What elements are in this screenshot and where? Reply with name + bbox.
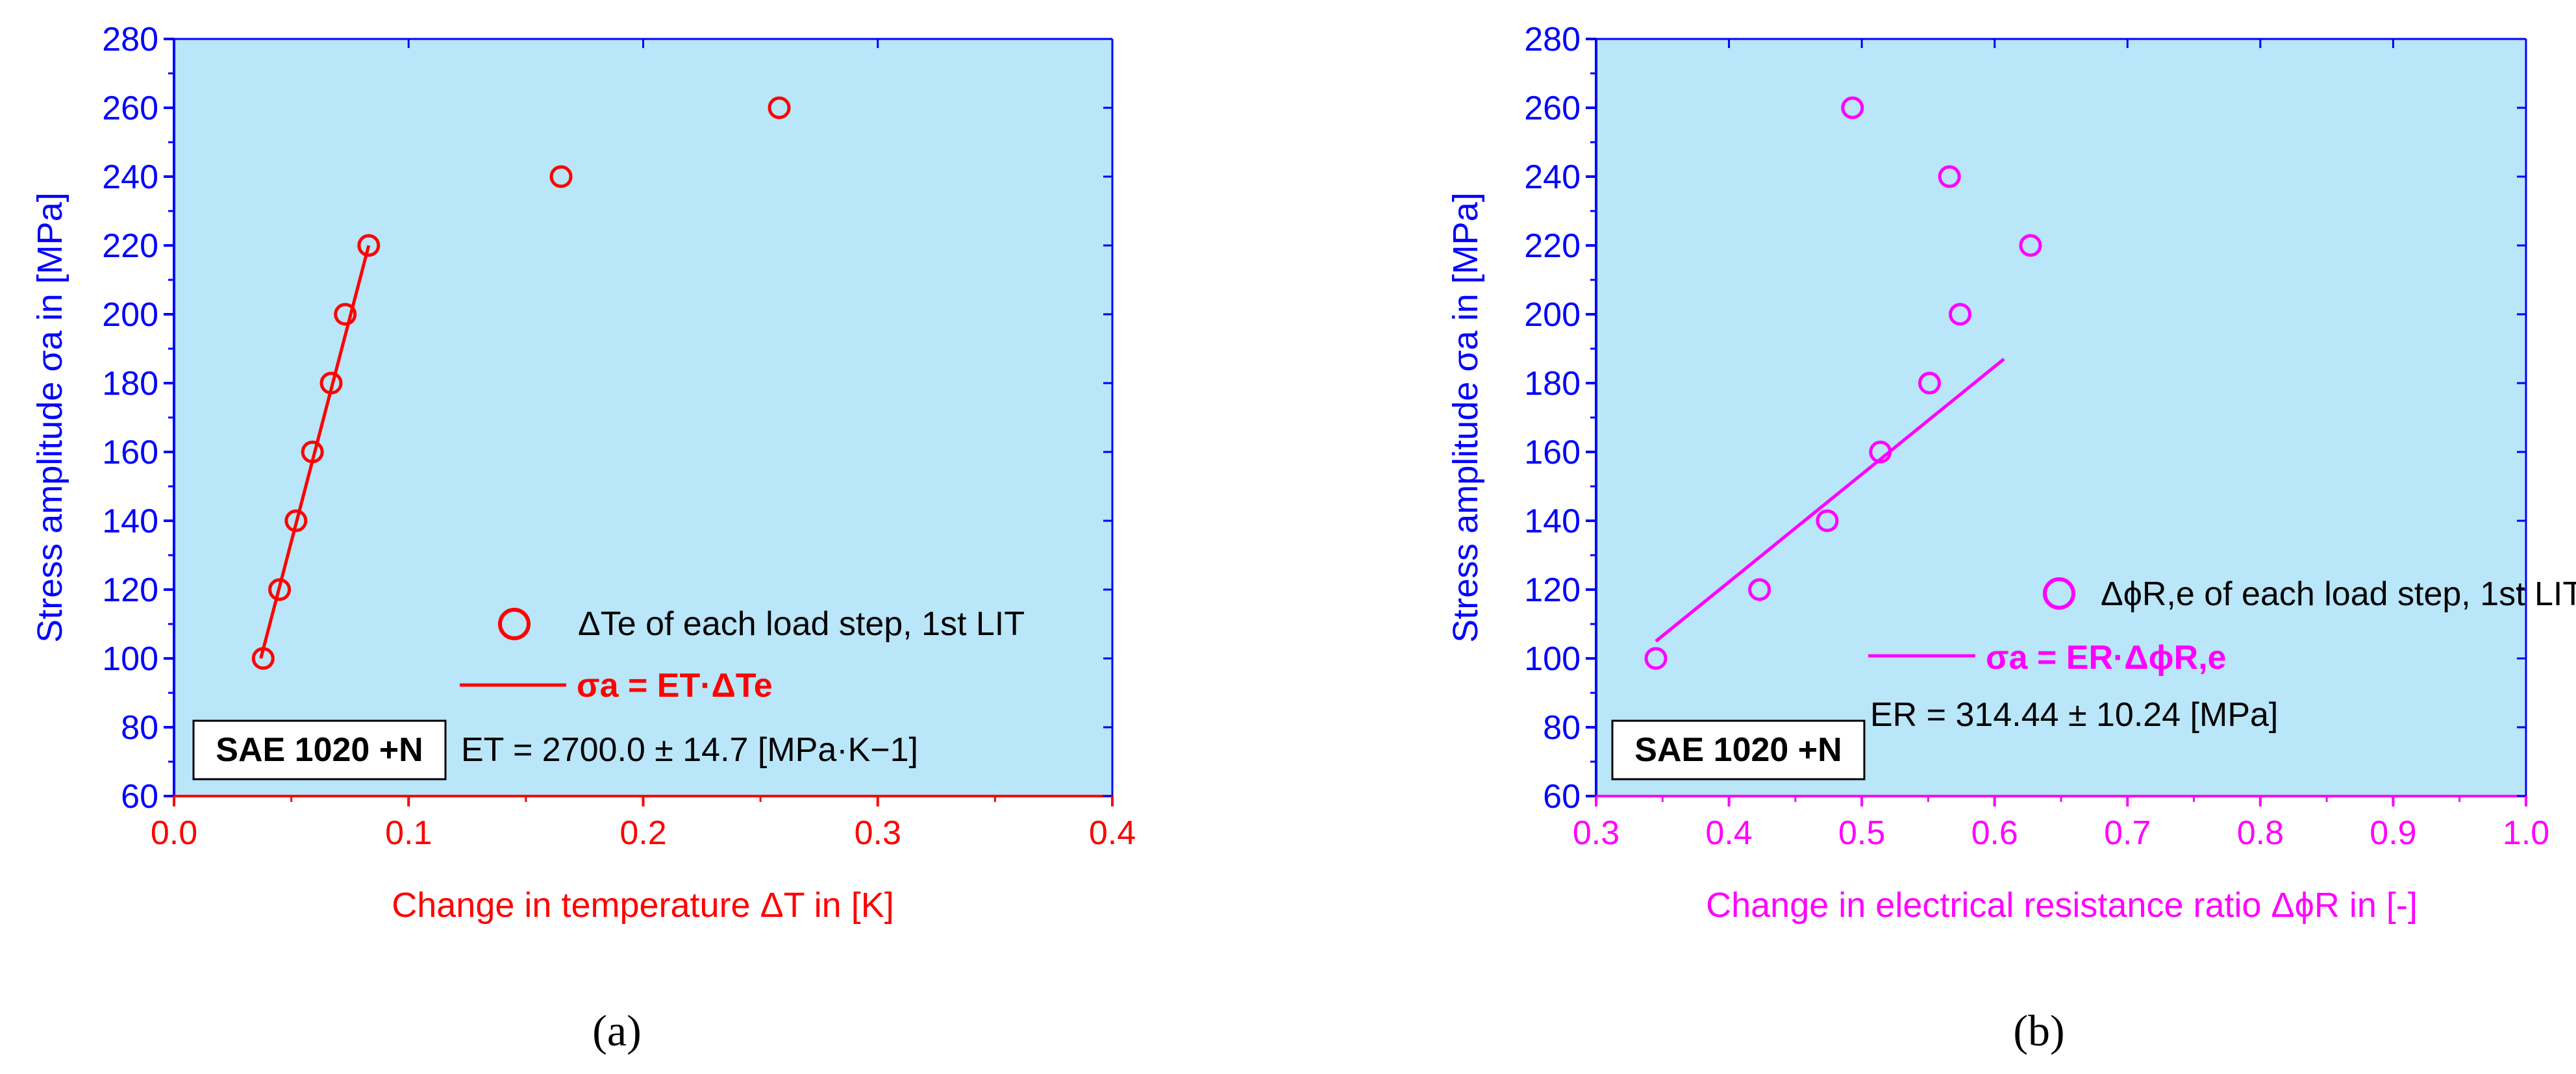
y-tick-label-b: 80 bbox=[1543, 709, 1581, 747]
x-tick-label-b: 0.3 bbox=[1573, 814, 1619, 852]
x-tick-label-b: 0.7 bbox=[2104, 814, 2151, 852]
y-tick-label-a: 140 bbox=[102, 503, 158, 540]
plot-area-b bbox=[1596, 39, 2526, 796]
legend-label-b-fit: σa = ER·ΔϕR,e bbox=[1986, 639, 2227, 677]
fit-line-a bbox=[259, 245, 371, 659]
data-point-a bbox=[251, 647, 275, 670]
y-tick-label-b: 140 bbox=[1524, 503, 1581, 540]
x-axis-label-a: Change in temperature ΔT in [K] bbox=[392, 886, 894, 925]
fit-line-b bbox=[1655, 357, 2005, 643]
panel-a: 60 80 100 120 140 160 180 200 220 240 260 280 0.0 0.1… bbox=[31, 21, 1136, 1055]
x-tick-label-b: 0.6 bbox=[1971, 814, 2018, 852]
y-tick-label-b: 160 bbox=[1524, 434, 1581, 471]
material-box-a bbox=[192, 719, 447, 781]
x-tick-label-b: 0.5 bbox=[1838, 814, 1885, 852]
x-tick-label-b: 0.9 bbox=[2370, 814, 2416, 852]
y-tick-label-a: 80 bbox=[121, 709, 158, 747]
data-point-a bbox=[357, 234, 381, 257]
data-point-a bbox=[334, 303, 357, 326]
legend-marker-b bbox=[2043, 577, 2075, 610]
y-axis-label-b: Stress amplitude σa in [MPa] bbox=[1446, 192, 1485, 643]
data-point-a bbox=[268, 578, 292, 601]
y-tick-label-a: 60 bbox=[121, 778, 158, 816]
marks-a bbox=[251, 96, 791, 670]
y-axis-label-a: Stress amplitude σa in [MPa] bbox=[31, 192, 69, 643]
data-point-b bbox=[1949, 303, 1972, 326]
x-tick-label-a: 0.1 bbox=[385, 814, 432, 852]
x-tick-label-a: 0.3 bbox=[855, 814, 901, 852]
panel-b: 60 80 100 120 140 160 180 200 220 240 260 280 0.3 0.4… bbox=[1446, 21, 2576, 1055]
x-tick-label-b: 0.4 bbox=[1705, 814, 1752, 852]
legend-marker-a bbox=[498, 608, 531, 640]
x-axis-label-b: Change in electrical resistance ratio Δϕ… bbox=[1706, 886, 2418, 925]
y-tick-label-a: 260 bbox=[102, 90, 158, 127]
x-tick-label-b: 0.8 bbox=[2237, 814, 2284, 852]
data-point-b bbox=[1869, 440, 1892, 464]
y-tick-label-a: 280 bbox=[102, 21, 158, 58]
y-tick-label-b: 100 bbox=[1524, 640, 1581, 678]
data-point-b bbox=[1748, 578, 1771, 601]
y-tick-label-b: 280 bbox=[1524, 21, 1581, 58]
x-tick-label-a: 0.2 bbox=[619, 814, 666, 852]
y-tick-label-a: 120 bbox=[102, 571, 158, 609]
data-point-a bbox=[319, 371, 343, 395]
y-tick-label-b: 200 bbox=[1524, 296, 1581, 334]
y-tick-label-b: 120 bbox=[1524, 571, 1581, 609]
data-point-a bbox=[549, 165, 573, 188]
marks-b bbox=[1644, 96, 2042, 670]
y-tick-label-a: 200 bbox=[102, 296, 158, 334]
legend-label-b-markers: ΔϕR,e of each load step, 1st LIT bbox=[2101, 575, 2576, 613]
x-tick-label-a: 0.4 bbox=[1089, 814, 1136, 852]
y-tick-label-a: 100 bbox=[102, 640, 158, 678]
data-point-b bbox=[1644, 647, 1668, 670]
ticks-a: 60 80 100 120 140 160 180 200 220 240 260 280 0.0 0.1… bbox=[102, 21, 1136, 852]
x-tick-label-b: 1.0 bbox=[2503, 814, 2549, 852]
x-tick-label-a: 0.0 bbox=[151, 814, 197, 852]
y-tick-label-a: 240 bbox=[102, 158, 158, 196]
data-point-a bbox=[284, 509, 308, 532]
legend-label-a-fit: σa = ET·ΔTe bbox=[577, 667, 773, 705]
y-tick-label-a: 160 bbox=[102, 434, 158, 471]
ticks-b: 60 80 100 120 140 160 180 200 220 240 260 280 0.3 0.4… bbox=[1524, 21, 2549, 852]
y-tick-label-b: 220 bbox=[1524, 227, 1581, 265]
data-point-b bbox=[1816, 509, 1839, 532]
material-label-b: SAE 1020 +N bbox=[1634, 731, 1842, 769]
data-point-a bbox=[301, 440, 324, 464]
y-tick-label-b: 260 bbox=[1524, 90, 1581, 127]
y-tick-label-b: 60 bbox=[1543, 778, 1581, 816]
data-point-b bbox=[1918, 371, 1941, 395]
y-tick-label-a: 180 bbox=[102, 365, 158, 403]
modulus-label-a: ET = 2700.0 ± 14.7 [MPa·K−1] bbox=[461, 731, 918, 769]
data-point-b bbox=[2019, 234, 2042, 257]
modulus-label-b: ER = 314.44 ± 10.24 [MPa] bbox=[1870, 696, 2278, 734]
data-point-b bbox=[1938, 165, 1961, 188]
y-tick-label-a: 220 bbox=[102, 227, 158, 265]
panel-label-b: (b) bbox=[2013, 1006, 2064, 1055]
y-tick-label-b: 180 bbox=[1524, 365, 1581, 403]
material-label-a: SAE 1020 +N bbox=[216, 731, 423, 769]
material-box-b bbox=[1611, 719, 1866, 781]
data-point-a bbox=[768, 96, 791, 119]
panel-label-a: (a) bbox=[592, 1006, 641, 1055]
legend-label-a-markers: ΔTe of each load step, 1st LIT bbox=[578, 605, 1025, 643]
data-point-b bbox=[1841, 96, 1864, 119]
plot-area-a bbox=[174, 39, 1112, 796]
y-tick-label-b: 240 bbox=[1524, 158, 1581, 196]
